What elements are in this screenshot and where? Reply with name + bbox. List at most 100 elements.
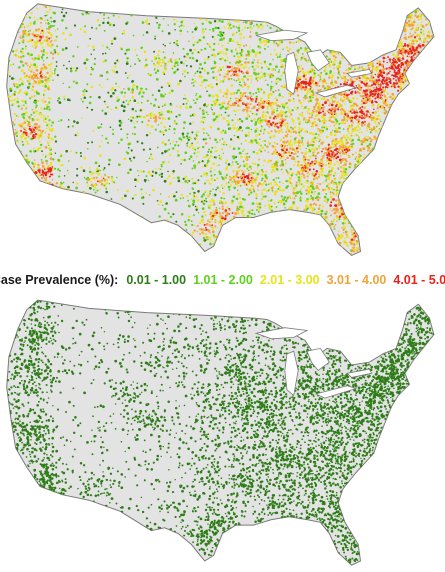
prevalence-dot [167,24,169,26]
prevalence-dot [240,92,243,95]
prevalence-dot [236,104,240,107]
prevalence-dot [405,38,408,40]
prevalence-dot [213,112,215,114]
prevalence-dot [227,107,230,110]
prevalence-dot [49,24,52,28]
prevalence-dot [100,175,103,178]
prevalence-dot [27,30,30,33]
prevalence-dot [103,178,107,182]
prevalence-dot [253,180,256,183]
prevalence-dot [417,18,420,21]
prevalence-dot [350,252,352,255]
prevalence-dot [353,164,356,167]
prevalence-dot [264,204,267,207]
prevalence-dot [99,126,102,129]
prevalence-dot [352,108,355,112]
prevalence-dot [222,152,225,155]
prevalence-dot [140,192,143,195]
prevalence-dot [367,135,369,138]
prevalence-dot [256,184,260,188]
prevalence-dot [247,53,250,56]
prevalence-dot [199,229,202,232]
prevalence-dot [164,44,166,47]
prevalence-dot [342,72,345,75]
prevalence-dot [286,170,288,173]
prevalence-dot [311,138,315,141]
prevalence-dot [186,52,189,56]
prevalence-dot [253,25,255,27]
prevalence-dot [405,21,409,25]
prevalence-dot [179,29,183,33]
prevalence-dot [293,157,295,159]
prevalence-dot [222,192,225,195]
prevalence-dot [239,64,242,67]
prevalence-dot [278,69,281,71]
prevalence-dot [262,39,266,43]
prevalence-dot [275,117,278,120]
prevalence-dot [154,171,158,175]
prevalence-dot [253,118,256,121]
prevalence-dot [412,40,415,43]
prevalence-dot [266,83,269,86]
prevalence-dot [14,132,17,135]
prevalence-dot [18,88,22,92]
prevalence-dot [123,157,127,161]
prevalence-dot [341,221,345,225]
prevalence-dot [300,114,304,117]
prevalence-dot [207,151,209,153]
prevalence-dot [264,44,266,46]
prevalence-dot [178,58,181,60]
prevalence-dot [180,24,182,27]
prevalence-dot [221,57,224,60]
prevalence-dot [260,23,263,26]
prevalence-dot [169,58,173,61]
prevalence-dot [354,235,357,238]
prevalence-dot [312,88,314,91]
prevalence-dot [285,135,288,138]
prevalence-dot [140,46,143,49]
prevalence-dot [365,96,368,99]
prevalence-dot [197,212,200,214]
prevalence-dot [39,134,42,137]
prevalence-dot [335,216,339,219]
prevalence-dot [211,112,214,115]
prevalence-dot [169,102,172,105]
prevalence-dot [188,179,191,182]
prevalence-dot [284,118,287,121]
prevalence-dot [330,75,334,79]
prevalence-dot [42,60,45,62]
prevalence-dot [93,189,95,191]
prevalence-dot [24,111,28,115]
prevalence-dot [292,201,295,204]
prevalence-dot [48,77,51,79]
prevalence-dot [84,25,87,28]
prevalence-dot [186,132,189,135]
prevalence-dot [230,164,233,167]
prevalence-dot [103,29,106,32]
prevalence-dot [143,50,147,54]
prevalence-dot [189,48,192,52]
prevalence-dot [193,41,196,43]
prevalence-dot [172,141,174,143]
prevalence-dot [265,39,268,42]
prevalence-dot [369,85,372,88]
prevalence-dot [215,78,218,81]
prevalence-dot [213,19,217,23]
prevalence-dot [258,202,262,206]
prevalence-dot [75,67,79,70]
prevalence-dot [233,55,236,58]
prevalence-dot [247,131,250,134]
prevalence-dot [296,150,300,153]
prevalence-dot [355,118,358,121]
prevalence-dot [196,141,199,144]
prevalence-dot [275,205,278,208]
prevalence-dot [255,151,259,155]
prevalence-dot [341,107,344,111]
prevalence-dot [218,66,222,70]
prevalence-dot [140,188,143,191]
prevalence-dot [389,95,392,99]
prevalence-dot [163,179,167,183]
prevalence-dot [267,189,270,192]
prevalence-dot [328,155,331,157]
prevalence-dot [270,81,273,83]
